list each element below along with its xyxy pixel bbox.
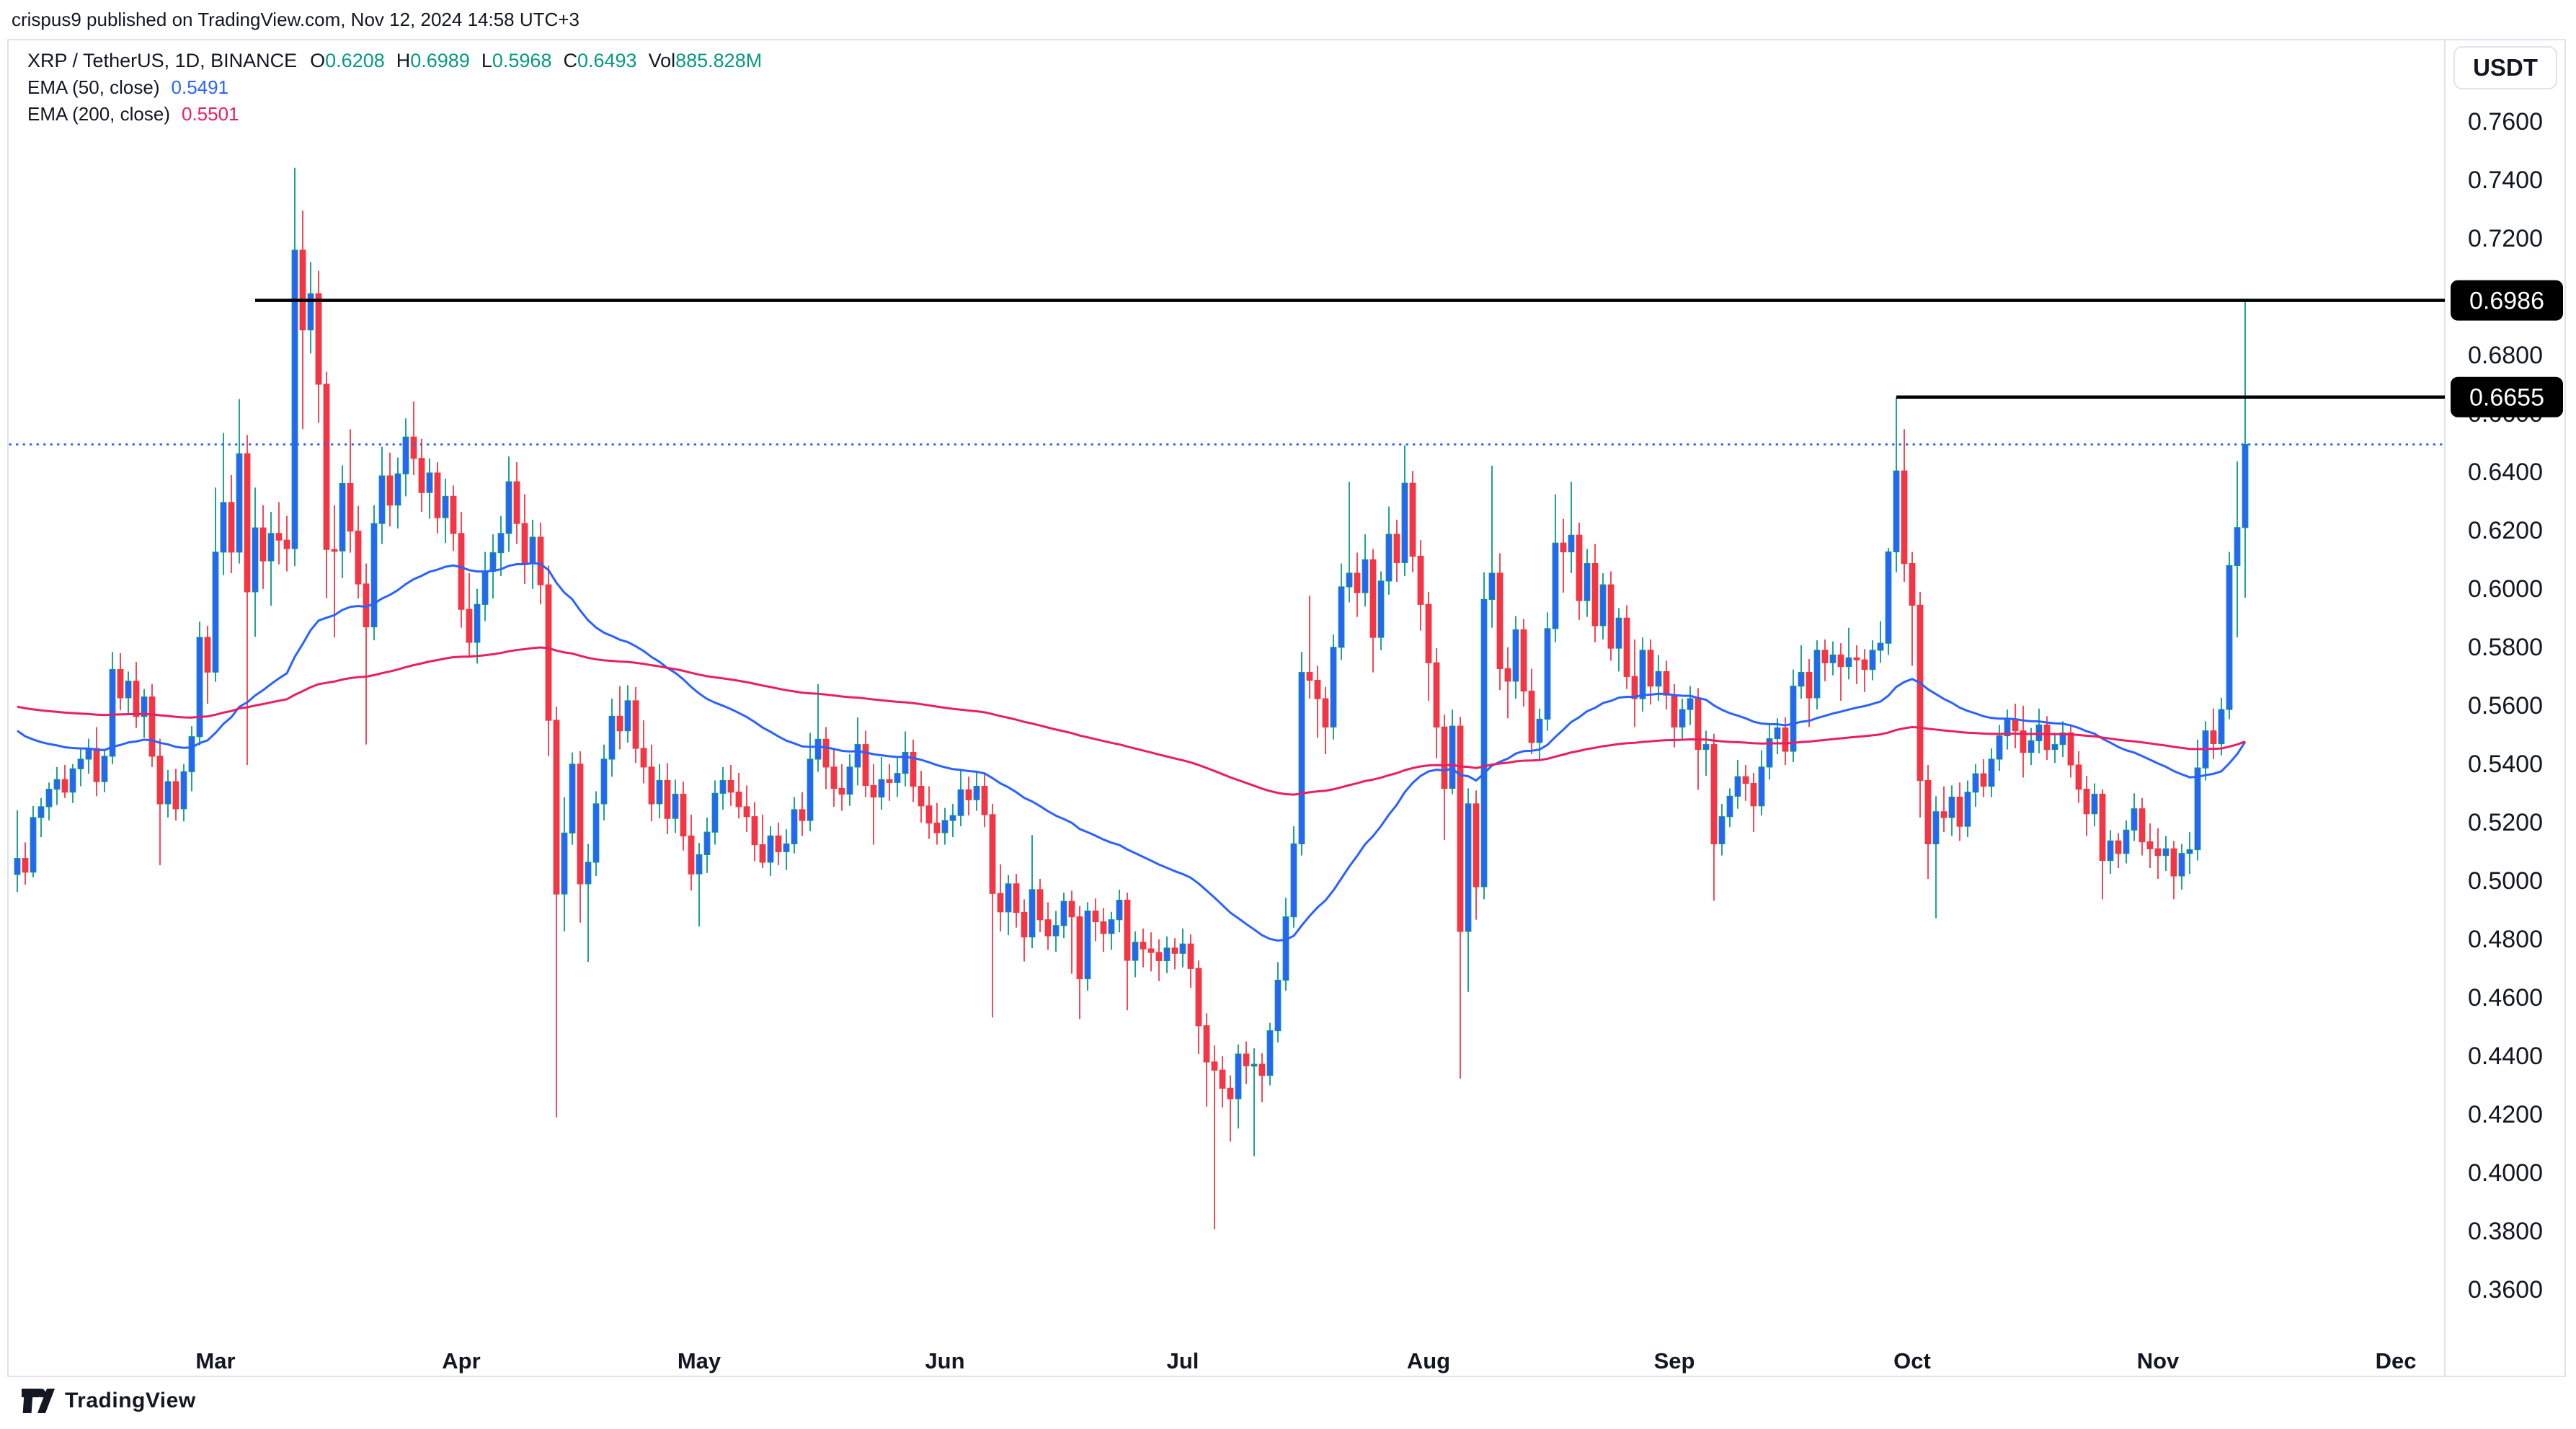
svg-text:Dec: Dec bbox=[2376, 1348, 2417, 1373]
svg-text:0.6655: 0.6655 bbox=[2469, 384, 2544, 412]
tradingview-logo[interactable]: TradingView bbox=[22, 1389, 196, 1413]
svg-text:0.7400: 0.7400 bbox=[2468, 167, 2543, 194]
ema200-label: EMA (200, close) bbox=[27, 103, 170, 125]
tradingview-logo-text: TradingView bbox=[65, 1389, 196, 1412]
svg-text:0.5400: 0.5400 bbox=[2468, 751, 2543, 778]
indicator-row-ema50[interactable]: EMA (50, close) 0.5491 bbox=[27, 76, 773, 99]
ohlc-low: L0.5968 bbox=[481, 50, 552, 71]
candles-series bbox=[14, 167, 2249, 1229]
svg-text:0.6400: 0.6400 bbox=[2468, 459, 2543, 486]
ohlc-high: H0.6989 bbox=[396, 50, 470, 71]
svg-text:Apr: Apr bbox=[442, 1348, 480, 1373]
chart-widget bbox=[7, 39, 2566, 1377]
volume-readout: Vol885.828M bbox=[648, 50, 763, 71]
svg-text:Jun: Jun bbox=[925, 1348, 964, 1373]
indicator-row-ema200[interactable]: EMA (200, close) 0.5501 bbox=[27, 102, 773, 126]
ohlc-open: O0.6208 bbox=[310, 50, 385, 71]
svg-text:0.4000: 0.4000 bbox=[2468, 1159, 2543, 1187]
currency-badge[interactable]: USDT bbox=[2453, 46, 2557, 89]
svg-text:0.5600: 0.5600 bbox=[2468, 692, 2543, 720]
ema50-label: EMA (50, close) bbox=[27, 76, 160, 98]
ema-50-line[interactable] bbox=[17, 562, 2247, 942]
svg-text:0.7600: 0.7600 bbox=[2468, 108, 2543, 136]
svg-text:0.4800: 0.4800 bbox=[2468, 926, 2543, 953]
ohlc-close: C0.6493 bbox=[563, 50, 637, 71]
ema-200-line[interactable] bbox=[17, 646, 2246, 796]
ema200-value: 0.5501 bbox=[181, 103, 239, 125]
svg-text:Oct: Oct bbox=[1893, 1348, 1931, 1373]
time-axis[interactable]: Mar Apr May Jun Jul Aug Sep Oct Nov Dec bbox=[195, 1348, 2416, 1373]
svg-text:0.3600: 0.3600 bbox=[2468, 1276, 2543, 1304]
tradingview-logo-icon bbox=[22, 1389, 55, 1413]
svg-text:0.6200: 0.6200 bbox=[2468, 517, 2543, 544]
svg-text:0.6986: 0.6986 bbox=[2469, 288, 2544, 315]
svg-text:0.3800: 0.3800 bbox=[2468, 1218, 2543, 1245]
svg-text:Nov: Nov bbox=[2137, 1348, 2180, 1373]
chart-legend: XRP / TetherUS, 1D, BINANCE O0.6208 H0.6… bbox=[27, 49, 773, 126]
svg-text:Aug: Aug bbox=[1407, 1348, 1450, 1373]
svg-text:0.5800: 0.5800 bbox=[2468, 634, 2543, 661]
svg-text:May: May bbox=[678, 1348, 721, 1373]
attribution-text: crispus9 published on TradingView.com, N… bbox=[12, 9, 579, 30]
svg-text:0.5200: 0.5200 bbox=[2468, 809, 2543, 836]
price-level-0.6655[interactable]: 0.6655 bbox=[1896, 376, 2563, 417]
svg-text:0.4200: 0.4200 bbox=[2468, 1101, 2543, 1128]
svg-text:0.7200: 0.7200 bbox=[2468, 225, 2543, 252]
symbol-title: XRP / TetherUS, 1D, BINANCE bbox=[27, 50, 298, 71]
svg-text:Jul: Jul bbox=[1167, 1348, 1199, 1373]
symbol-legend-row[interactable]: XRP / TetherUS, 1D, BINANCE O0.6208 H0.6… bbox=[27, 49, 773, 73]
svg-text:0.5000: 0.5000 bbox=[2468, 867, 2543, 895]
svg-text:0.6000: 0.6000 bbox=[2468, 575, 2543, 603]
svg-text:Mar: Mar bbox=[195, 1348, 235, 1373]
svg-text:0.6800: 0.6800 bbox=[2468, 342, 2543, 369]
svg-text:Sep: Sep bbox=[1654, 1348, 1695, 1373]
svg-text:0.4600: 0.4600 bbox=[2468, 984, 2543, 1012]
ema50-value: 0.5491 bbox=[171, 76, 229, 98]
svg-text:0.4400: 0.4400 bbox=[2468, 1043, 2543, 1070]
price-level-0.6986[interactable]: 0.6986 bbox=[255, 280, 2563, 321]
